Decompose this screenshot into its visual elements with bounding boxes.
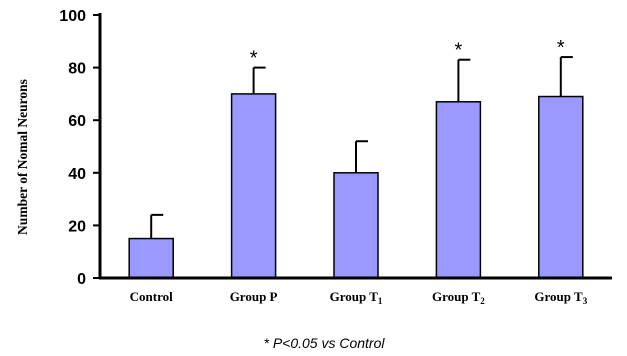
x-category-label-subscript: 1	[378, 296, 383, 306]
y-axis-ticks: 0 20 40 60 80 100	[59, 8, 100, 288]
y-tick-label: 100	[59, 8, 86, 25]
x-axis-labels: Control Group P Group T1 Group T2 Group T3	[130, 289, 588, 306]
x-category-label-text: Group T	[330, 289, 379, 304]
y-tick-label: 40	[68, 166, 86, 183]
bars	[128, 93, 584, 279]
y-tick-label: 80	[68, 61, 86, 78]
x-category-label: Group T2	[432, 289, 485, 306]
x-category-label-text: Group P	[230, 289, 278, 304]
x-category-label: Group T3	[534, 289, 587, 306]
x-category-label-text: Group T	[534, 289, 583, 304]
x-category-label-text: Group T	[432, 289, 481, 304]
x-category-label-subscript: 3	[583, 296, 588, 306]
bar	[538, 95, 584, 279]
significance-star: *	[250, 48, 258, 70]
significance-star: *	[557, 37, 565, 59]
x-category-label: Group P	[230, 289, 278, 304]
bar	[333, 172, 379, 279]
bar	[128, 237, 174, 279]
x-category-label-text: Control	[130, 289, 173, 304]
significance-star: *	[455, 40, 463, 62]
footnote: * P<0.05 vs Control	[263, 335, 385, 351]
bar	[435, 101, 482, 279]
error-bars	[150, 56, 573, 239]
y-tick-label: 60	[68, 113, 86, 130]
y-tick-label: 0	[77, 271, 86, 288]
bar	[230, 93, 277, 279]
x-category-label-subscript: 2	[480, 296, 485, 306]
x-category-label: Control	[130, 289, 173, 304]
significance-markers: * * *	[250, 37, 565, 70]
x-category-label: Group T1	[330, 289, 383, 306]
y-tick-label: 20	[68, 218, 86, 235]
y-axis-title: Number of Nomal Neurons	[15, 79, 30, 235]
